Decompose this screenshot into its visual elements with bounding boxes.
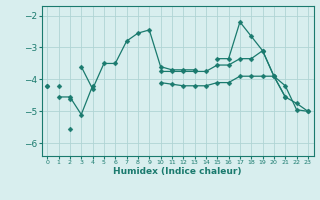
X-axis label: Humidex (Indice chaleur): Humidex (Indice chaleur) [113,167,242,176]
